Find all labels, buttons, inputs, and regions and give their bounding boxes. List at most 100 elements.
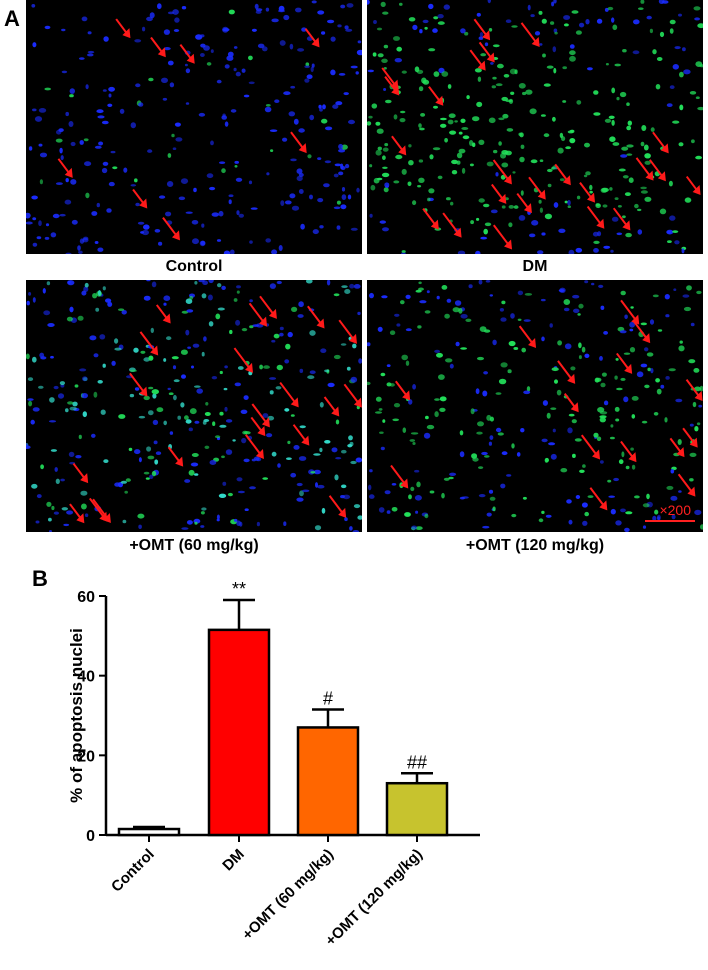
nucleus bbox=[412, 442, 416, 445]
nucleus bbox=[549, 323, 553, 328]
nucleus bbox=[439, 396, 447, 402]
nucleus bbox=[604, 118, 612, 123]
nucleus bbox=[256, 521, 260, 527]
nucleus bbox=[84, 161, 92, 167]
nucleus bbox=[501, 451, 508, 456]
nucleus bbox=[538, 10, 543, 15]
nucleus bbox=[134, 449, 141, 455]
nucleus bbox=[462, 135, 470, 140]
nucleus bbox=[461, 127, 469, 130]
nucleus bbox=[402, 427, 407, 433]
nucleus bbox=[518, 83, 526, 89]
nucleus bbox=[693, 6, 701, 11]
nucleus bbox=[338, 171, 344, 176]
nucleus bbox=[441, 285, 448, 290]
nucleus bbox=[340, 4, 346, 9]
nucleus bbox=[552, 116, 556, 122]
nucleus bbox=[172, 365, 177, 370]
nucleus bbox=[185, 68, 191, 74]
nucleus bbox=[276, 364, 283, 371]
nucleus bbox=[697, 106, 703, 111]
nucleus bbox=[84, 282, 89, 288]
nucleus bbox=[225, 449, 233, 455]
nucleus bbox=[644, 160, 651, 165]
nucleus bbox=[65, 252, 72, 254]
nucleus bbox=[624, 527, 630, 532]
nucleus bbox=[522, 91, 527, 96]
nucleus bbox=[229, 329, 233, 335]
nucleus bbox=[191, 220, 199, 225]
nucleus bbox=[560, 468, 568, 473]
nucleus bbox=[525, 89, 533, 95]
nucleus bbox=[26, 212, 31, 219]
nucleus bbox=[546, 65, 554, 69]
nucleus bbox=[200, 34, 205, 38]
nucleus bbox=[356, 49, 362, 56]
nucleus bbox=[307, 375, 315, 380]
nucleus bbox=[607, 479, 612, 483]
nucleus bbox=[488, 28, 493, 32]
nucleus bbox=[615, 418, 620, 422]
nucleus bbox=[209, 186, 216, 191]
nucleus bbox=[93, 391, 98, 398]
apoptosis-arrow bbox=[115, 18, 131, 39]
nucleus bbox=[227, 51, 234, 58]
nucleus bbox=[52, 213, 60, 219]
nucleus bbox=[477, 76, 482, 82]
nucleus bbox=[175, 137, 183, 142]
nucleus bbox=[614, 63, 621, 67]
nucleus bbox=[165, 211, 172, 217]
nucleus bbox=[331, 447, 338, 453]
nucleus bbox=[344, 289, 351, 294]
nucleus bbox=[545, 514, 552, 518]
nucleus bbox=[223, 387, 228, 391]
nucleus bbox=[695, 96, 700, 99]
nucleus bbox=[573, 308, 580, 313]
nucleus bbox=[396, 323, 401, 327]
nucleus bbox=[508, 340, 516, 347]
nucleus bbox=[450, 201, 454, 206]
nucleus bbox=[457, 250, 466, 254]
nucleus bbox=[167, 153, 172, 158]
nucleus bbox=[324, 369, 330, 373]
nucleus bbox=[377, 326, 383, 332]
nucleus bbox=[39, 179, 43, 185]
nucleus bbox=[309, 114, 315, 121]
nucleus bbox=[143, 395, 150, 401]
nucleus bbox=[146, 16, 153, 22]
nucleus bbox=[312, 229, 319, 235]
nucleus bbox=[585, 19, 590, 25]
nucleus bbox=[486, 512, 492, 517]
nucleus bbox=[642, 525, 647, 529]
nucleus bbox=[584, 280, 589, 284]
micrograph-control bbox=[26, 0, 362, 254]
nucleus bbox=[563, 15, 571, 20]
nucleus bbox=[610, 249, 614, 253]
nucleus bbox=[163, 29, 170, 35]
nucleus bbox=[103, 36, 109, 42]
nucleus bbox=[138, 524, 142, 529]
nucleus bbox=[401, 354, 408, 361]
nucleus bbox=[189, 408, 197, 415]
nucleus bbox=[235, 319, 241, 326]
nucleus bbox=[693, 368, 700, 373]
nucleus bbox=[134, 387, 140, 391]
nucleus bbox=[283, 91, 291, 96]
nucleus bbox=[280, 200, 285, 207]
nucleus bbox=[338, 148, 346, 153]
apoptosis-arrow bbox=[290, 131, 307, 154]
nucleus bbox=[85, 84, 89, 90]
apoptosis-arrow bbox=[248, 302, 268, 327]
nucleus bbox=[562, 100, 567, 103]
nucleus bbox=[138, 415, 146, 419]
apoptosis-arrow bbox=[520, 22, 540, 48]
nucleus bbox=[193, 187, 197, 193]
nucleus bbox=[419, 127, 425, 131]
nucleus bbox=[401, 250, 406, 253]
nucleus bbox=[224, 406, 228, 412]
scale-bar bbox=[645, 520, 695, 522]
nucleus bbox=[681, 248, 685, 254]
nucleus bbox=[479, 31, 484, 38]
nucleus bbox=[278, 245, 283, 251]
apoptosis-arrow bbox=[259, 295, 277, 319]
